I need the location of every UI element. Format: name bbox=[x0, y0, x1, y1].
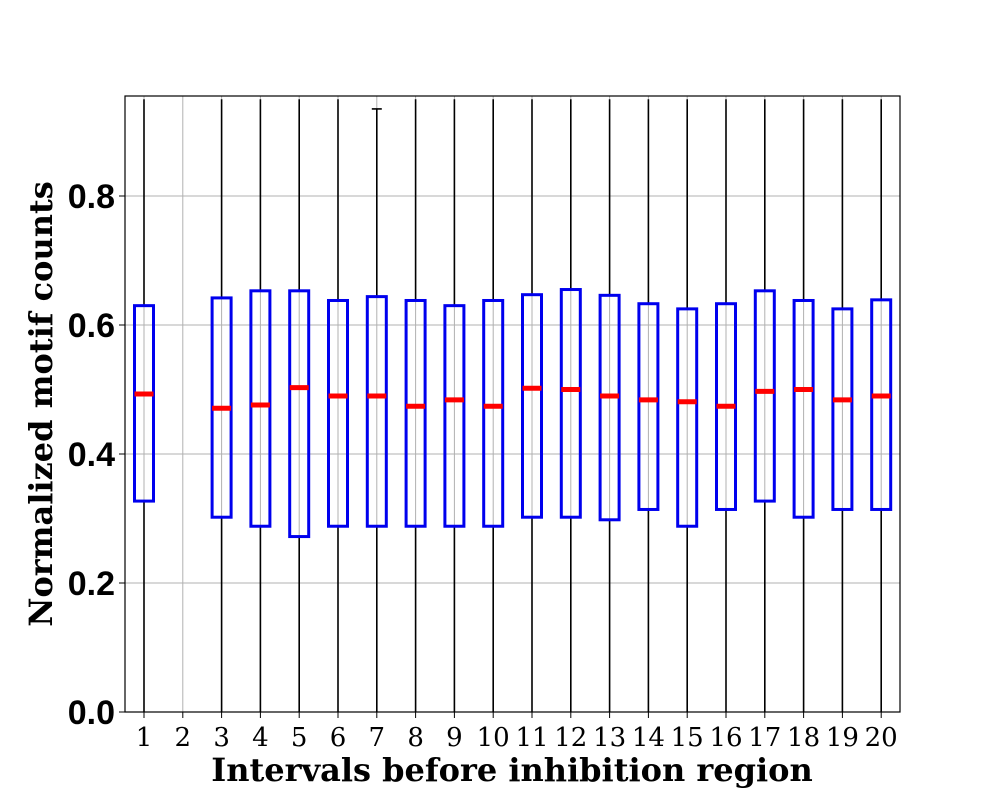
x-tick-label: 16 bbox=[709, 723, 742, 753]
box bbox=[676, 307, 699, 528]
x-axis-label: Intervals before inhibition region bbox=[211, 751, 813, 789]
box-series bbox=[133, 99, 893, 712]
x-tick-label: 3 bbox=[213, 723, 230, 753]
x-tick-label: 12 bbox=[554, 723, 587, 753]
x-tick-label: 20 bbox=[865, 723, 898, 753]
x-tick-label: 15 bbox=[671, 723, 704, 753]
y-tick-label: 0.2 bbox=[68, 565, 115, 603]
box bbox=[792, 298, 815, 519]
x-tick-label: 17 bbox=[748, 723, 781, 753]
box bbox=[327, 298, 349, 528]
box bbox=[831, 307, 854, 511]
box bbox=[443, 304, 466, 528]
box bbox=[288, 289, 311, 539]
y-tick-label: 0.0 bbox=[68, 694, 115, 732]
box bbox=[404, 298, 427, 528]
x-tick-label: 4 bbox=[252, 723, 269, 753]
box bbox=[482, 298, 505, 528]
box bbox=[753, 289, 776, 503]
x-tick-label: 19 bbox=[826, 723, 859, 753]
box bbox=[559, 288, 582, 519]
x-tick-label: 2 bbox=[175, 723, 192, 753]
y-tick-label: 0.8 bbox=[68, 178, 115, 216]
x-tick-label: 10 bbox=[477, 723, 510, 753]
plot-frame bbox=[124, 95, 901, 713]
y-tick-labels: 0.0 0.2 0.4 0.6 0.8 bbox=[68, 178, 125, 732]
y-axis-label: Normalized motif counts bbox=[22, 181, 60, 627]
x-tick-label: 8 bbox=[407, 723, 424, 753]
y-tick-label: 0.6 bbox=[68, 307, 115, 345]
box bbox=[133, 304, 155, 503]
box bbox=[637, 302, 660, 511]
box bbox=[598, 293, 621, 522]
grid-lines bbox=[125, 96, 900, 712]
x-tick-label: 1 bbox=[136, 723, 153, 753]
box bbox=[365, 295, 388, 528]
x-tick-label: 14 bbox=[632, 723, 665, 753]
x-tick-label: 9 bbox=[446, 723, 463, 753]
x-tick-label: 13 bbox=[593, 723, 626, 753]
x-tick-label: 7 bbox=[369, 723, 386, 753]
x-tick-labels: 1 2 3 4 5 6 7 8 9 10 11 12 13 14 15 16 17 18 19 20 bbox=[136, 712, 898, 753]
x-tick-label: 11 bbox=[515, 723, 548, 753]
box bbox=[249, 289, 272, 528]
box bbox=[870, 298, 893, 511]
x-tick-label: 18 bbox=[787, 723, 820, 753]
box bbox=[521, 293, 543, 519]
x-tick-label: 5 bbox=[291, 723, 308, 753]
x-tick-label: 6 bbox=[330, 723, 347, 753]
y-tick-label: 0.4 bbox=[68, 436, 115, 474]
